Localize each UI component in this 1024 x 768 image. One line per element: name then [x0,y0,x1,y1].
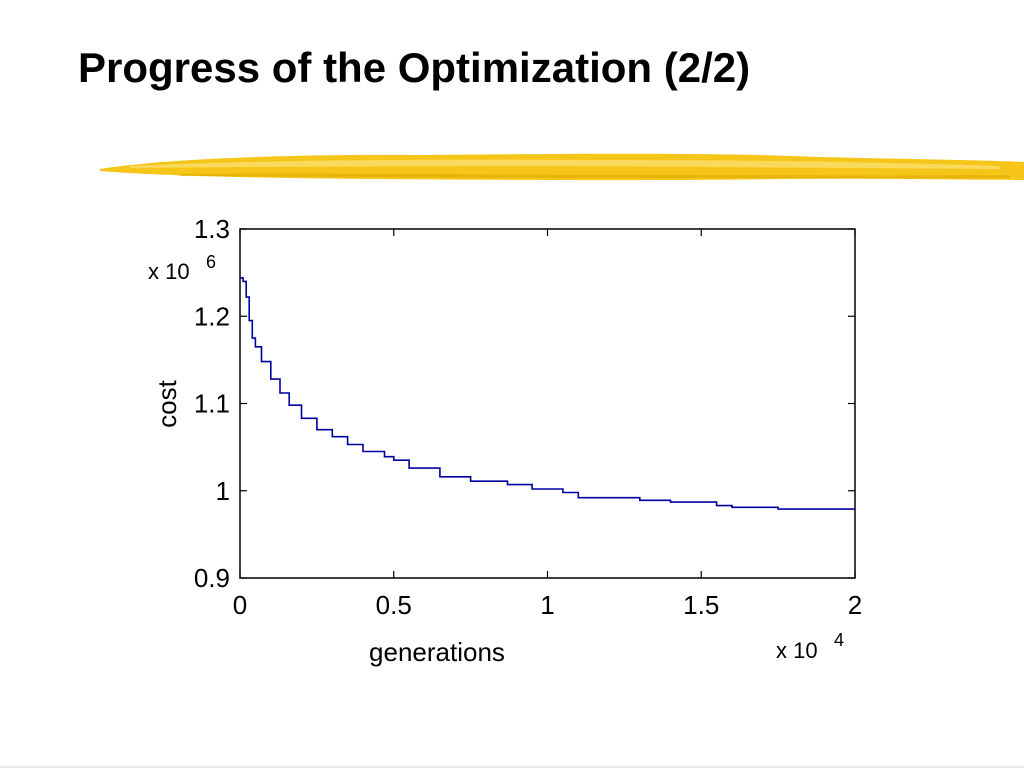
brush-stroke-highlight [130,159,1000,169]
x-axis-multiplier: x 10 [776,638,818,663]
brush-stroke-shape [100,153,1024,181]
x-axis-multiplier-exponent: 4 [834,630,844,650]
x-tick-label: 2 [848,590,862,620]
x-tick-label: 0.5 [376,590,412,620]
y-tick-label: 0.9 [194,563,230,593]
x-tick-label: 1.5 [683,590,719,620]
y-axis-ticks: 0.9 1 1.1 1.2 1.3 [194,214,855,593]
y-axis-multiplier-exponent: 6 [206,252,216,272]
x-tick-label: 0 [233,590,247,620]
cost-series-line [240,277,855,510]
x-tick-label: 1 [540,590,554,620]
y-tick-label: 1 [216,476,230,506]
slide-title: Progress of the Optimization (2/2) [78,44,751,91]
y-tick-label: 1.1 [194,389,230,419]
decorative-brush-stroke [100,153,1024,181]
plot-frame [239,228,856,579]
y-tick-label: 1.2 [194,301,230,331]
brush-stroke-shade [180,173,1010,179]
x-axis-label: generations [369,637,505,667]
y-axis-multiplier: x 10 [148,259,190,284]
y-axis-label: cost [152,379,182,427]
bottom-divider [0,766,1024,768]
y-tick-label: 1.3 [194,214,230,244]
x-axis-ticks: 0 0.5 1 1.5 2 [233,229,862,620]
